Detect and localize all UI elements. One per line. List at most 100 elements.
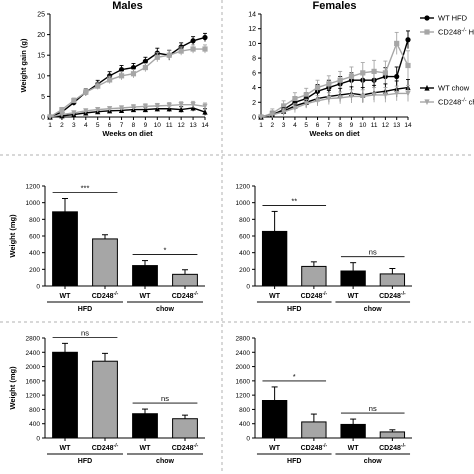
data-point bbox=[405, 90, 411, 97]
y-axis-label: Weight (mg) bbox=[8, 214, 17, 258]
category-label-3: CD248-/- bbox=[172, 291, 199, 300]
y-tick-label: 2 bbox=[252, 100, 256, 107]
series-4 bbox=[47, 100, 208, 121]
data-point bbox=[202, 46, 208, 52]
data-point bbox=[360, 93, 366, 100]
data-point bbox=[83, 89, 89, 95]
legend-marker bbox=[424, 99, 430, 106]
data-point bbox=[371, 68, 377, 74]
data-point bbox=[130, 104, 137, 111]
legend-marker bbox=[424, 15, 430, 21]
x-tick-label: 7 bbox=[327, 122, 331, 129]
series-2 bbox=[258, 31, 411, 120]
data-point bbox=[202, 34, 208, 41]
y-tick-label: 600 bbox=[29, 234, 40, 241]
data-point bbox=[258, 114, 264, 121]
category-label-2: WT bbox=[348, 293, 360, 300]
y-tick-label: 1200 bbox=[26, 184, 41, 191]
data-point bbox=[154, 54, 160, 60]
y-tick-label: 800 bbox=[239, 407, 250, 414]
x-tick-label: 1 bbox=[259, 122, 263, 129]
category-label-1: CD248-/- bbox=[92, 443, 119, 452]
y-tick-label: 2000 bbox=[26, 364, 41, 371]
legend-marker bbox=[424, 84, 430, 91]
x-tick-label: 3 bbox=[72, 122, 76, 129]
group-label-2: chow bbox=[364, 458, 382, 465]
y-tick-label: 1200 bbox=[236, 184, 251, 191]
x-tick-label: 14 bbox=[404, 122, 412, 129]
y-tick-label: 1000 bbox=[236, 200, 251, 207]
category-label-1: CD248-/- bbox=[301, 291, 328, 300]
y-tick-label: 1200 bbox=[236, 393, 251, 400]
y-tick-label: 8 bbox=[252, 56, 256, 63]
data-point bbox=[118, 73, 125, 79]
category-label-0: WT bbox=[269, 293, 281, 300]
x-tick-label: 13 bbox=[189, 122, 197, 129]
x-tick-label: 2 bbox=[270, 122, 274, 129]
data-point bbox=[292, 96, 298, 102]
data-point bbox=[190, 46, 196, 52]
y-tick-label: 0 bbox=[252, 115, 256, 122]
chart-title: Females bbox=[312, 0, 356, 12]
series-2 bbox=[47, 44, 208, 120]
data-point bbox=[382, 92, 388, 99]
significance-label-1: ** bbox=[291, 196, 297, 205]
y-tick-label: 800 bbox=[239, 217, 250, 224]
significance-label-2: ns bbox=[369, 248, 377, 257]
bar bbox=[379, 431, 406, 439]
x-tick-label: 10 bbox=[359, 122, 367, 129]
bar bbox=[172, 273, 198, 287]
category-label-0: WT bbox=[60, 445, 72, 452]
legend-label-1: WT HFD bbox=[438, 14, 468, 23]
category-label-0: WT bbox=[60, 293, 72, 300]
y-tick-label: 2400 bbox=[236, 350, 251, 357]
data-point bbox=[360, 70, 366, 76]
category-label-1: CD248-/- bbox=[92, 291, 119, 300]
group-label-1: HFD bbox=[287, 306, 301, 313]
legend-hfd: WT HFD CD248-/- HFD bbox=[420, 14, 474, 37]
data-point bbox=[142, 58, 148, 64]
y-tick-label: 1600 bbox=[236, 378, 251, 385]
data-point bbox=[348, 73, 355, 80]
category-label-3: CD248-/- bbox=[379, 443, 406, 452]
data-point bbox=[142, 64, 148, 71]
y-tick-label: 25 bbox=[37, 12, 45, 19]
bar bbox=[261, 400, 288, 439]
group-label-2: chow bbox=[364, 306, 382, 313]
y-tick-label: 15 bbox=[37, 53, 45, 60]
data-point bbox=[154, 103, 160, 109]
y-tick-label: 400 bbox=[239, 421, 250, 428]
series-line bbox=[49, 103, 206, 118]
x-tick-label: 9 bbox=[144, 122, 148, 129]
x-tick-label: 12 bbox=[382, 122, 390, 129]
data-point bbox=[394, 90, 400, 97]
bar bbox=[301, 421, 327, 439]
bar bbox=[132, 413, 158, 439]
series-1 bbox=[47, 32, 208, 120]
y-tick-label: 200 bbox=[29, 267, 40, 274]
data-point bbox=[118, 105, 125, 112]
data-point bbox=[59, 106, 65, 113]
x-tick-label: 7 bbox=[120, 122, 124, 129]
x-tick-label: 4 bbox=[84, 122, 88, 129]
y-tick-label: 400 bbox=[29, 250, 40, 257]
data-point bbox=[202, 108, 208, 115]
category-label-1: CD248-/- bbox=[301, 443, 328, 452]
bar bbox=[92, 238, 118, 287]
data-point bbox=[107, 106, 113, 112]
group-label-2: chow bbox=[156, 458, 174, 465]
legend-label-2: CD248-/- chow bbox=[438, 98, 474, 107]
x-tick-label: 2 bbox=[60, 122, 64, 129]
bar bbox=[261, 230, 288, 287]
y-tick-label: 200 bbox=[239, 267, 250, 274]
data-point bbox=[130, 64, 137, 71]
category-label-2: WT bbox=[348, 445, 360, 452]
data-point bbox=[190, 102, 196, 108]
y-tick-label: 1600 bbox=[26, 378, 41, 385]
y-tick-label: 400 bbox=[29, 421, 40, 428]
x-tick-label: 9 bbox=[350, 122, 354, 129]
x-tick-label: 14 bbox=[201, 122, 209, 129]
